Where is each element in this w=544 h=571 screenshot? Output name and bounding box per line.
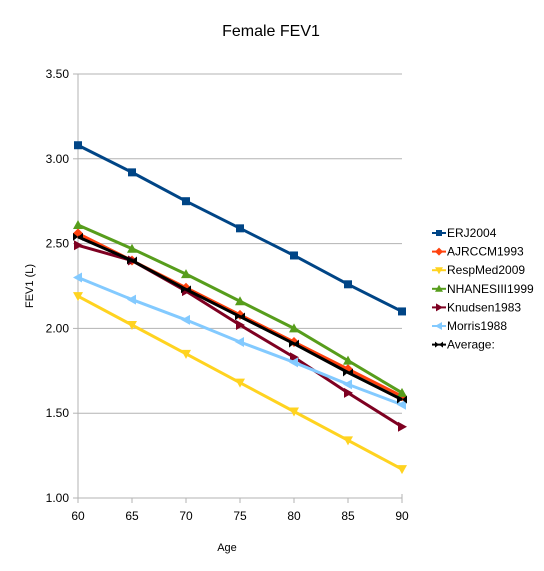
x-tick-label: 75 — [233, 509, 247, 523]
data-point — [73, 219, 83, 229]
data-point — [435, 247, 443, 256]
legend: ERJ2004 AJRCCM1993 RespMed2009 NHANESIII199… — [432, 226, 534, 352]
data-point — [343, 368, 353, 377]
data-point — [127, 294, 136, 305]
y-tick-label: 3.50 — [46, 67, 70, 81]
series-morris1988 — [73, 272, 406, 410]
legend-label: Morris1988 — [447, 319, 507, 333]
legend-label: Average: — [447, 338, 495, 352]
data-point — [435, 322, 442, 330]
legend-item: AJRCCM1993 — [432, 245, 524, 259]
series-knudsen1983 — [74, 240, 407, 432]
series-line — [77, 223, 403, 395]
legend-item: Morris1988 — [432, 319, 507, 333]
series-average — [73, 232, 407, 404]
legend-item: RespMed2009 — [432, 263, 525, 277]
data-point — [235, 378, 245, 388]
data-point — [435, 267, 443, 275]
x-tick-label: 90 — [395, 509, 409, 523]
x-tick-label: 70 — [179, 509, 193, 523]
data-point — [344, 387, 353, 398]
legend-item: NHANESIII1999 — [432, 282, 534, 296]
data-point — [289, 357, 298, 368]
x-tick-label: 60 — [71, 509, 85, 523]
data-point — [127, 256, 137, 265]
x-tick-label: 80 — [287, 509, 301, 523]
legend-item: Knudsen1983 — [432, 300, 521, 314]
y-axis-ticks: 1.00 1.50 2.00 2.50 3.00 3.50 — [46, 67, 78, 505]
legend-label: ERJ2004 — [447, 226, 497, 240]
data-point — [343, 436, 353, 446]
data-point — [181, 314, 190, 325]
y-tick-label: 2.00 — [46, 321, 70, 335]
data-point — [343, 355, 353, 365]
data-point — [74, 240, 83, 251]
legend-item: Average: — [432, 338, 495, 352]
data-point — [181, 269, 191, 279]
data-point — [74, 141, 82, 150]
data-point — [235, 312, 245, 321]
chart-title: Female FEV1 — [222, 23, 320, 40]
data-point — [290, 251, 298, 260]
data-point — [235, 336, 244, 347]
data-point — [397, 395, 407, 404]
data-point — [181, 349, 191, 359]
legend-label: RespMed2009 — [447, 263, 525, 277]
data-point — [181, 285, 191, 294]
x-tick-label: 85 — [341, 509, 355, 523]
data-point — [127, 243, 137, 253]
data-point — [289, 323, 299, 333]
legend-item: ERJ2004 — [432, 226, 497, 240]
x-tick-label: 65 — [125, 509, 139, 523]
y-tick-label: 1.00 — [46, 491, 70, 505]
data-point — [236, 224, 244, 233]
series-erj2004 — [74, 141, 406, 316]
y-tick-label: 3.00 — [46, 152, 70, 166]
x-axis-ticks: 60 65 70 75 80 85 90 — [71, 498, 409, 523]
data-point — [435, 284, 443, 292]
data-point — [290, 352, 299, 363]
data-point — [344, 280, 352, 289]
data-point — [289, 407, 299, 417]
data-point — [73, 272, 82, 283]
series-line — [77, 243, 403, 429]
legend-label: NHANESIII1999 — [447, 282, 534, 296]
data-point — [398, 307, 406, 316]
legend-label: AJRCCM1993 — [447, 245, 524, 259]
data-point — [73, 232, 83, 241]
data-point — [236, 320, 245, 331]
data-point — [436, 303, 443, 312]
y-tick-label: 1.50 — [46, 406, 70, 420]
data-point — [435, 341, 443, 348]
series-layer — [73, 141, 407, 475]
data-point — [73, 292, 83, 302]
series-nhanesiii1999 — [73, 219, 407, 397]
x-axis-label: Age — [217, 542, 237, 554]
data-point — [397, 387, 407, 397]
data-point — [182, 197, 190, 206]
data-point — [436, 230, 442, 236]
series-respmed2009 — [73, 292, 407, 475]
data-point — [235, 296, 245, 306]
data-point — [397, 399, 406, 410]
data-point — [289, 339, 299, 348]
data-point — [398, 421, 407, 432]
data-point — [127, 321, 137, 331]
data-point — [343, 379, 352, 390]
legend-label: Knudsen1983 — [447, 300, 521, 314]
y-tick-label: 2.50 — [46, 237, 70, 251]
data-point — [128, 168, 136, 177]
data-point — [397, 465, 407, 475]
y-axis-label: FEV1 (L) — [24, 264, 36, 308]
